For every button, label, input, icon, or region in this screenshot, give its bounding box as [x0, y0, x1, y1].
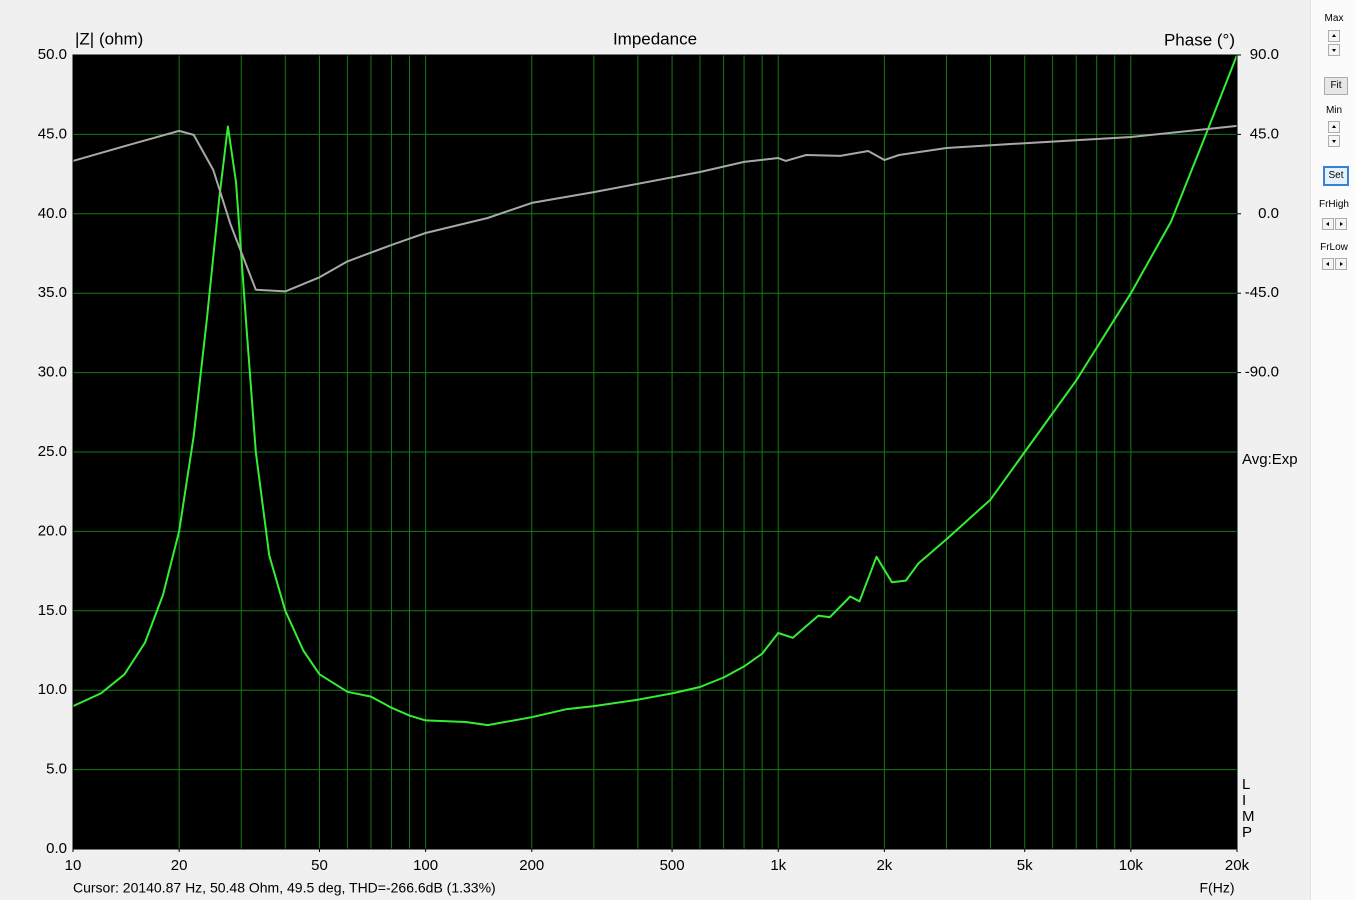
y2-tick-label: -45.0 — [1245, 284, 1279, 301]
y-tick-label: 25.0 — [38, 443, 67, 460]
fit-button[interactable]: Fit — [1324, 77, 1348, 95]
frlow-right[interactable] — [1335, 258, 1347, 270]
y-tick-label: 0.0 — [46, 840, 67, 857]
y-tick-label: 40.0 — [38, 205, 67, 222]
x-tick-label: 10k — [1119, 857, 1144, 874]
max-up[interactable] — [1328, 30, 1340, 42]
frhigh-right[interactable] — [1335, 218, 1347, 230]
x-tick-label: 500 — [660, 857, 685, 874]
side-letter: I — [1242, 792, 1246, 809]
side-letter: M — [1242, 808, 1255, 825]
y-tick-label: 50.0 — [38, 46, 67, 63]
arrow-right — [1340, 262, 1343, 266]
min-down[interactable] — [1328, 135, 1340, 147]
max-down[interactable] — [1328, 44, 1340, 56]
frhigh-left[interactable] — [1322, 218, 1334, 230]
chart-title: Impedance — [613, 29, 697, 48]
side-letter: L — [1242, 776, 1250, 793]
y2-axis-label: Phase (°) — [1164, 30, 1235, 49]
y-tick-label: 10.0 — [38, 681, 67, 698]
x-tick-label: 50 — [311, 857, 328, 874]
arrow-right — [1340, 222, 1343, 226]
y-tick-label: 35.0 — [38, 284, 67, 301]
y2-tick-label: 90.0 — [1250, 46, 1279, 63]
y-axis-label: |Z| (ohm) — [75, 29, 143, 48]
x-tick-label: 20k — [1225, 857, 1250, 874]
arrow-left — [1326, 262, 1329, 266]
x-tick-label: 1k — [770, 857, 786, 874]
arrow-up — [1332, 34, 1336, 37]
side-panel: Max Fit Min Set FrHigh FrLow — [1310, 0, 1356, 900]
min-label: Min — [1325, 105, 1343, 116]
x-axis-label: F(Hz) — [1200, 880, 1235, 896]
frlow-label: FrLow — [1320, 242, 1348, 253]
series-line — [72, 124, 1238, 293]
cursor-readout: Cursor: 20140.87 Hz, 50.48 Ohm, 49.5 deg… — [73, 880, 496, 896]
max-label: Max — [1324, 13, 1344, 24]
y-tick-label: 20.0 — [38, 522, 67, 539]
chart: 0.0 5.0 10.0 15.0 20.0 25.0 30.0 35.0 40.0 45.0 50… — [38, 29, 1298, 896]
arrow-up — [1332, 125, 1336, 128]
side-letter: P — [1242, 824, 1252, 841]
series-line — [72, 54, 1238, 727]
arrow-down — [1332, 140, 1336, 143]
x-tick-label: 5k — [1017, 857, 1033, 874]
y-tick-label: 15.0 — [38, 602, 67, 619]
y-tick-label: 30.0 — [38, 364, 67, 381]
frlow-left[interactable] — [1322, 258, 1334, 270]
x-tick-label: 20 — [171, 857, 188, 874]
min-up[interactable] — [1328, 121, 1340, 133]
annotation: Avg:Exp — [1242, 451, 1298, 468]
x-tick-label: 200 — [519, 857, 544, 874]
arrow-down — [1332, 49, 1336, 52]
arrow-left — [1326, 222, 1329, 226]
y2-tick-label: -90.0 — [1245, 364, 1279, 381]
y2-tick-label: 0.0 — [1258, 205, 1279, 222]
frhigh-label: FrHigh — [1318, 199, 1349, 210]
x-tick-label: 10 — [65, 857, 82, 874]
y-tick-label: 45.0 — [38, 125, 67, 142]
y-tick-label: 5.0 — [46, 761, 67, 778]
x-tick-label: 2k — [876, 857, 892, 874]
plot-frame — [72, 54, 1238, 850]
set-button[interactable]: Set — [1323, 166, 1349, 186]
y2-tick-label: 45.0 — [1250, 125, 1279, 142]
x-tick-label: 100 — [413, 857, 438, 874]
